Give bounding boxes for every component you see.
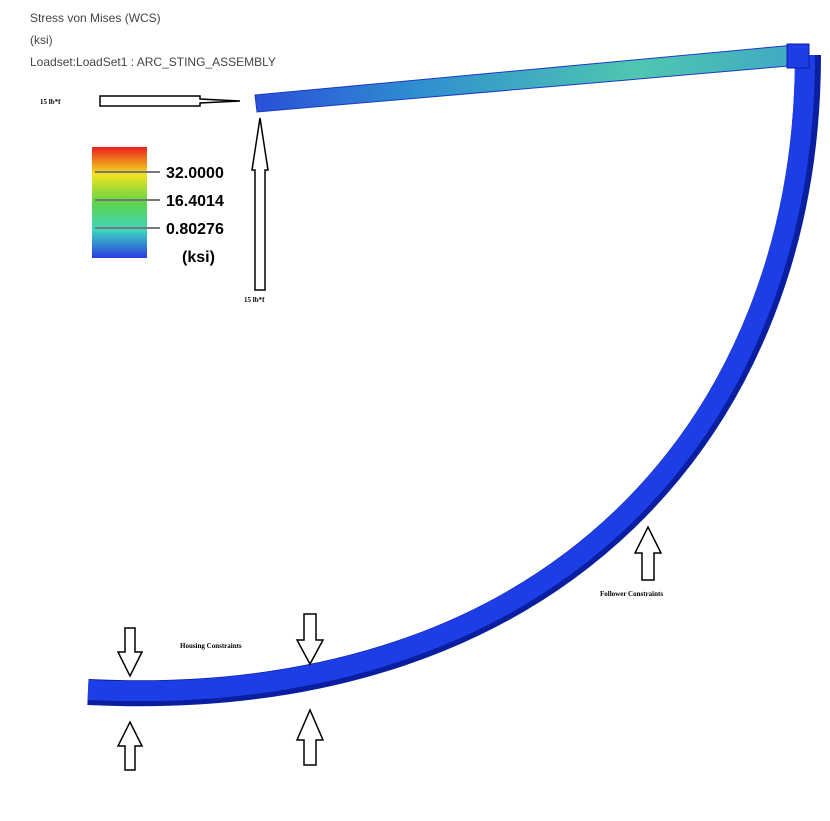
- joint: [787, 44, 809, 68]
- load-arrow: [100, 96, 240, 106]
- header-loadset: Loadset:LoadSet1 : ARC_STING_ASSEMBLY: [30, 55, 276, 69]
- annotation: Housing Constraints: [180, 642, 242, 650]
- legend-label: 32.0000: [166, 165, 224, 182]
- load-label: 15 lb*f: [244, 296, 265, 304]
- arc-member: [88, 55, 805, 691]
- legend-units: (ksi): [182, 249, 215, 266]
- header-units: (ksi): [30, 33, 53, 47]
- fea-result-view: Stress von Mises (WCS) (ksi) Loadset:Loa…: [0, 0, 830, 821]
- load-label: 15 lb*f: [40, 98, 61, 106]
- annotation: Follower Constraints: [600, 590, 663, 598]
- header-title: Stress von Mises (WCS): [30, 11, 161, 25]
- load-arrow: [252, 118, 268, 290]
- color-bar: [92, 147, 147, 258]
- arc-shadow: [88, 55, 808, 693]
- legend-label: 0.80276: [166, 221, 224, 238]
- sting-rod: [255, 45, 800, 112]
- legend-label: 16.4014: [166, 193, 224, 210]
